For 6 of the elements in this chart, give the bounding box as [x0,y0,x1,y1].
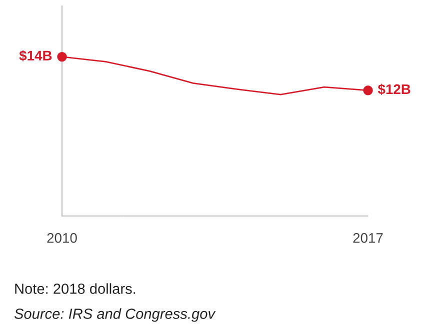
text: Note: 2018 dollars. [15,283,136,294]
source-note: Source: IRS and Congress.gov [14,308,216,322]
x-tick-label: 2017 [353,233,383,243]
data-label: $12B [378,84,410,96]
x-tick-label: 2010 [47,233,77,243]
data-label: $14B [19,50,52,62]
